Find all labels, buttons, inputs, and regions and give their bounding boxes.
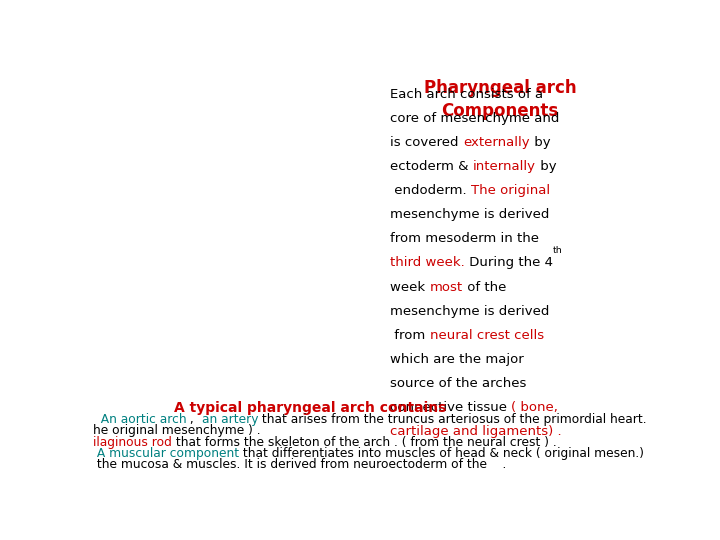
Text: An aortic arch: An aortic arch — [93, 413, 186, 426]
Text: week: week — [390, 281, 430, 294]
Text: th: th — [553, 246, 563, 255]
Text: that forms the skeleton of the arch . ( from the neural crest ) .: that forms the skeleton of the arch . ( … — [171, 436, 557, 449]
Text: mesenchyme is derived: mesenchyme is derived — [390, 305, 549, 318]
Text: The original: The original — [471, 184, 550, 197]
Text: A muscular component: A muscular component — [93, 447, 239, 460]
Text: of the: of the — [463, 281, 506, 294]
Text: ectoderm &: ectoderm & — [390, 160, 473, 173]
Text: third week.: third week. — [390, 256, 465, 269]
Text: cartilage and ligaments) .: cartilage and ligaments) . — [390, 426, 562, 438]
Text: the mucosa & muscles. It is derived from neuroectoderm of the    .: the mucosa & muscles. It is derived from… — [93, 458, 506, 471]
Text: an artery: an artery — [202, 413, 258, 426]
Text: Pharyngeal arch
Components: Pharyngeal arch Components — [424, 79, 577, 119]
Text: he original mesenchyme ) .: he original mesenchyme ) . — [93, 424, 261, 437]
Text: Each arch consists of a: Each arch consists of a — [390, 87, 544, 100]
Text: endoderm.: endoderm. — [390, 184, 471, 197]
Text: internally: internally — [473, 160, 536, 173]
Text: connective tissue: connective tissue — [390, 401, 511, 414]
Text: During the 4: During the 4 — [465, 256, 553, 269]
Text: that arises from the truncus arteriosus of the primordial heart.: that arises from the truncus arteriosus … — [258, 413, 647, 426]
Text: is covered: is covered — [390, 136, 463, 149]
Text: that differentiates into muscles of head & neck ( original mesen.): that differentiates into muscles of head… — [239, 447, 644, 460]
Text: by: by — [530, 136, 550, 149]
Text: from: from — [390, 329, 430, 342]
Text: ( bone,: ( bone, — [511, 401, 558, 414]
Text: most: most — [430, 281, 463, 294]
Text: externally: externally — [463, 136, 530, 149]
Text: mesenchyme is derived: mesenchyme is derived — [390, 208, 549, 221]
Text: by: by — [536, 160, 557, 173]
Text: ,: , — [186, 413, 202, 426]
Text: from mesoderm in the: from mesoderm in the — [390, 232, 539, 245]
Text: source of the arches: source of the arches — [390, 377, 526, 390]
Text: ilaginous rod: ilaginous rod — [93, 436, 171, 449]
Text: which are the major: which are the major — [390, 353, 524, 366]
Text: neural crest cells: neural crest cells — [430, 329, 544, 342]
Text: A typical pharyngeal arch contains: A typical pharyngeal arch contains — [174, 401, 446, 415]
Text: core of mesenchyme and: core of mesenchyme and — [390, 112, 559, 125]
